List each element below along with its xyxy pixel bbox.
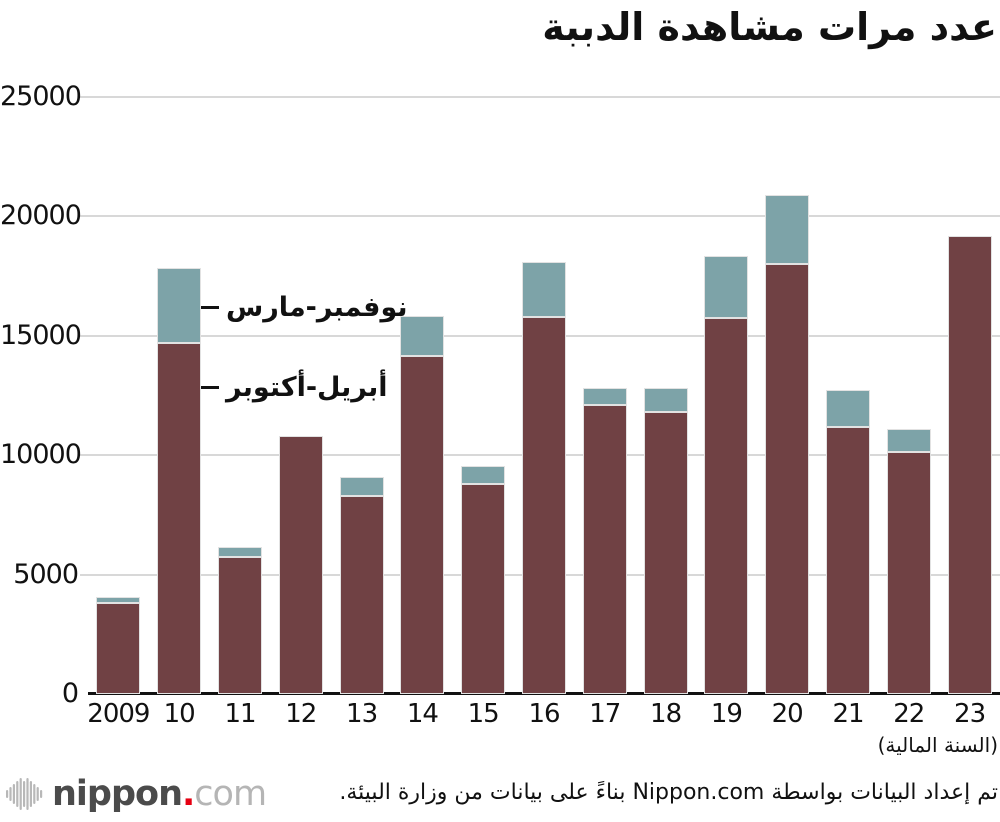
x-tick-label: 20 [771, 699, 804, 729]
x-tick-label: 19 [710, 699, 743, 729]
bar-segment-apr-oct [947, 235, 992, 694]
bar-segment-apr-oct [218, 556, 262, 694]
y-tick-label: 10000 [0, 439, 82, 471]
x-tick-label: 10 [163, 699, 196, 729]
x-tick-label: 2009 [87, 699, 150, 729]
bar-segment-apr-oct [643, 412, 688, 694]
bar-segment-apr-oct [96, 603, 141, 694]
x-tick-label: 14 [406, 699, 439, 729]
x-tick-label: 18 [650, 699, 682, 729]
bar-segment-apr-oct [400, 356, 445, 694]
gridline [80, 215, 1000, 218]
bar-segment-nov-mar [339, 476, 384, 496]
bar-segment-nov-mar [400, 315, 445, 357]
bar-segment-apr-oct [765, 264, 810, 694]
attribution-text: تم إعداد البيانات بواسطة Nippon.com بناء… [339, 780, 998, 805]
annotation-apr-oct: أبريل-أكتوبر [176, 369, 387, 405]
gridline [80, 96, 1000, 98]
chart-title: عدد مرات مشاهدة الدببة [542, 5, 997, 49]
bar-segment-nov-mar [157, 267, 202, 343]
bar-segment-nov-mar [765, 194, 810, 265]
footer: nippon.com تم إعداد البيانات بواسطة Nipp… [0, 770, 1000, 822]
logo-dot: . [181, 774, 195, 814]
bar-segment-nov-mar [218, 547, 262, 557]
bar-segment-nov-mar [704, 255, 749, 318]
bar-segment-apr-oct [826, 426, 870, 694]
x-tick-label: 22 [893, 699, 925, 729]
bar-segment-apr-oct [339, 495, 384, 694]
bar-segment-nov-mar [643, 388, 688, 413]
x-tick-label: 17 [589, 699, 621, 729]
bar-segment-nov-mar [522, 261, 566, 317]
annotation-label: نوفمبر-مارس [226, 291, 408, 323]
y-tick-label: 0 [61, 678, 79, 709]
x-tick-label: 16 [528, 699, 560, 729]
y-tick-label: 20000 [0, 200, 82, 232]
x-tick-label: 12 [285, 699, 317, 729]
leader-line [186, 305, 219, 309]
bar-segment-apr-oct [157, 342, 202, 694]
bar-segment-nov-mar [886, 428, 931, 452]
bar-segment-apr-oct [704, 317, 749, 694]
bar-segment-nov-mar [96, 597, 141, 604]
bar-segment-nov-mar [582, 388, 627, 406]
waveform-icon [6, 778, 43, 810]
bar-segment-apr-oct [278, 436, 323, 694]
annotation-nov-mar: نوفمبر-مارس [176, 289, 408, 325]
bar-segment-apr-oct [582, 405, 627, 694]
bar-segment-apr-oct [522, 316, 566, 694]
x-tick-label: 23 [954, 699, 986, 729]
logo-text: nippon.com [52, 774, 267, 814]
y-tick-label: 25000 [0, 81, 82, 112]
x-tick-label: 11 [224, 699, 256, 729]
logo-com-text: com [194, 774, 267, 814]
x-tick-label: 13 [346, 699, 378, 729]
y-tick-label: 15000 [0, 319, 82, 351]
bar-segment-nov-mar [826, 389, 870, 427]
annotation-label: أبريل-أكتوبر [226, 371, 388, 403]
bar-segment-apr-oct [461, 483, 506, 694]
bar-segment-apr-oct [886, 451, 931, 694]
bar-segment-nov-mar [461, 465, 506, 484]
nippon-logo: nippon.com [6, 774, 267, 814]
y-tick-label: 5000 [13, 558, 79, 590]
logo-nippon-text: nippon [52, 774, 183, 814]
fiscal-year-note: (السنة المالية) [877, 733, 998, 757]
x-tick-label: 21 [832, 699, 864, 729]
x-tick-label: 15 [467, 699, 500, 729]
leader-line [186, 385, 219, 389]
